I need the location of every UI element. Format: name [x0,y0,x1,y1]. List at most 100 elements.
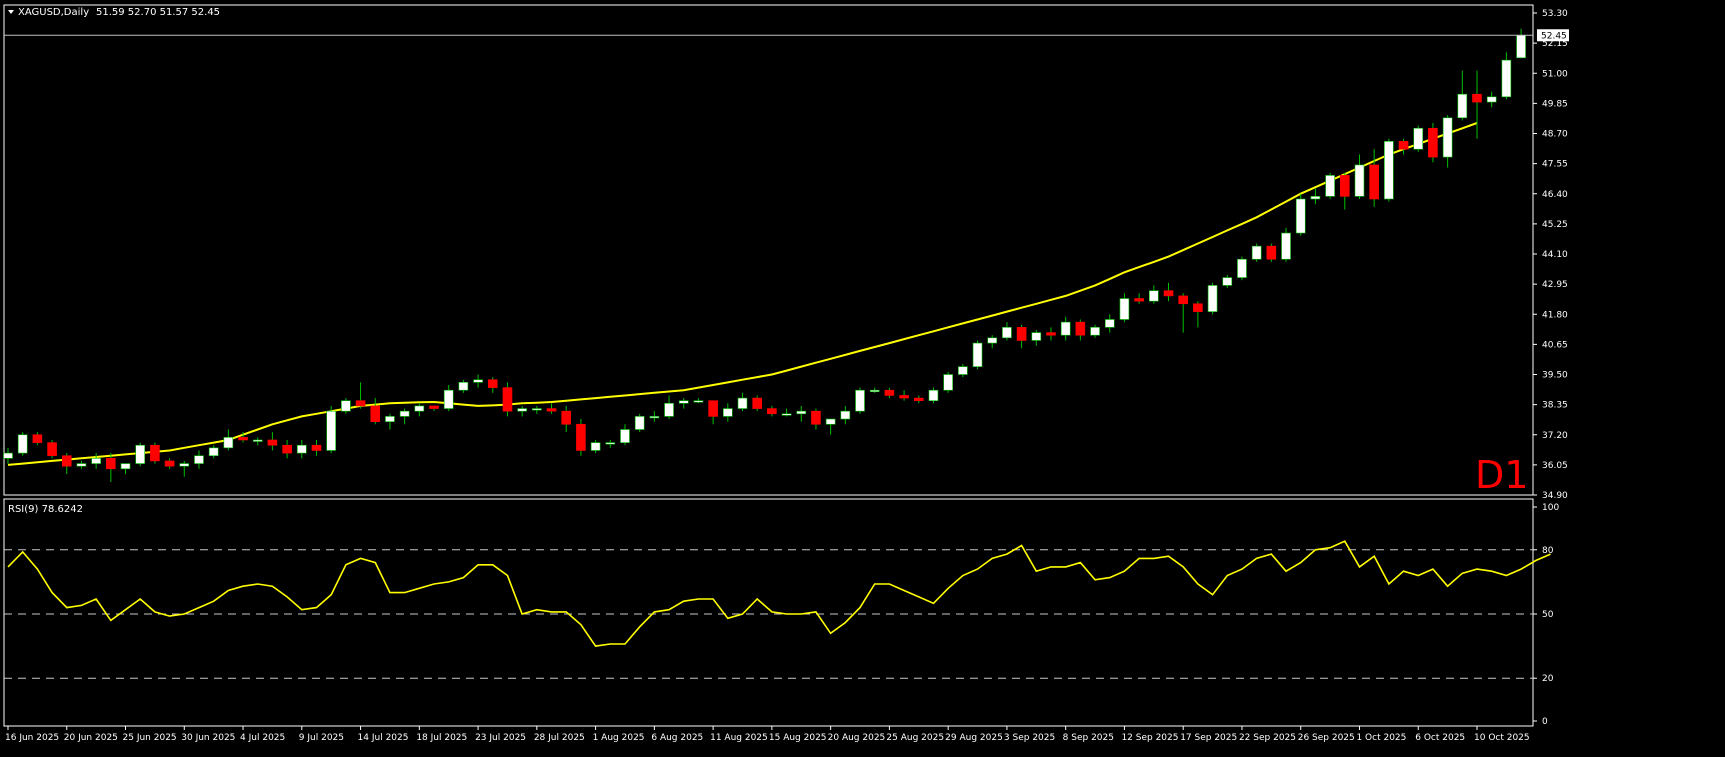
candle-bull [1516,34,1526,59]
time-tick-label: 17 Sep 2025 [1180,733,1237,743]
candle-bull [634,416,645,430]
candle-bull [341,400,351,412]
price-tick-label: 41.80 [1542,310,1568,320]
price-tick-label: 39.50 [1542,371,1568,381]
time-tick-label: 20 Aug 2025 [828,733,886,743]
rsi-series [7,540,1551,647]
candle-bull [928,389,939,401]
candle-bull [517,408,527,412]
candle-bull [179,463,190,467]
candle-bear [546,408,557,412]
price-tick-label: 45.25 [1542,220,1568,230]
symbol-menu-icon[interactable] [8,10,14,14]
candle-bull [473,379,483,383]
candle-bear [561,410,572,425]
candle-bull [737,397,748,409]
candle-bull [1090,327,1100,336]
candle-bull [399,410,410,417]
candle-bear [150,444,160,462]
candle-bull [1060,321,1071,336]
moving-averages [7,122,1478,466]
candle-bull [1104,319,1115,328]
candle-bull [1002,327,1012,339]
time-tick-label: 16 Jun 2025 [5,733,59,743]
symbol-title: XAGUSD,Daily [18,7,89,18]
candle-bull [1442,117,1453,158]
candle-bear [884,389,895,396]
candle-bear [1134,298,1144,302]
price-tick-label: 36.05 [1542,461,1568,471]
candle-bear [355,400,366,407]
candle-bear [1016,327,1027,341]
candle-bull [194,455,204,464]
current-price-label-box [1537,29,1569,42]
candle-bull [958,366,968,375]
rsi-tick-label: 0 [1542,717,1548,727]
candle-bear [899,395,909,399]
candle-bull [781,413,792,416]
ma-fast-line [7,122,1478,466]
candle-bull [1413,127,1424,150]
candle-bear [1193,303,1203,312]
candle-bull [458,382,469,391]
candle-bull [1354,164,1365,197]
price-tick-label: 47.55 [1542,160,1568,170]
candle-bull [664,403,674,417]
candle-bull [620,429,630,443]
candle-bull [76,463,87,467]
price-tick-label: 38.35 [1542,401,1568,411]
candle-bull [1501,59,1512,98]
time-tick-label: 22 Sep 2025 [1239,733,1296,743]
candle-bull [943,374,953,391]
candle-bear [238,437,248,441]
candle-bear [1472,93,1482,103]
symbol-ohlc: 51.59 52.70 51.57 52.45 [96,7,220,18]
time-tick-label: 9 Jul 2025 [299,733,344,743]
current-price-label: 52.45 [1541,31,1567,41]
candle-bull [120,463,131,470]
candle-bear [1339,175,1350,197]
candle-bear [1398,141,1409,150]
candle-bear [370,405,381,422]
time-tick-label: 1 Oct 2025 [1356,733,1406,743]
rsi-levels [4,549,1533,679]
time-tick-label: 8 Sep 2025 [1063,733,1114,743]
candle-bull [1251,245,1262,260]
time-tick-label: 28 Jul 2025 [534,733,585,743]
price-tick-label: 51.00 [1542,69,1568,79]
price-tick-label: 49.85 [1542,99,1568,109]
time-tick-label: 30 Jun 2025 [181,733,235,743]
time-tick-label: 25 Aug 2025 [886,733,944,743]
candle-bull [693,400,704,403]
candle-bull [1222,277,1233,286]
candle-bull [326,410,336,451]
rsi-tick-label: 50 [1542,610,1554,620]
candle-bull [91,458,101,464]
candle-bear [502,387,513,412]
price-tick-label: 53.30 [1542,9,1568,19]
candle-bear [429,405,439,409]
candle-bull [855,389,865,412]
candle-bear [913,397,924,401]
candle-bear [1178,295,1188,305]
candle-bear [811,410,821,425]
candle-bear [47,442,57,457]
candle-bull [135,444,146,464]
candle-bull [1207,285,1218,312]
candle-bull [649,416,660,419]
candle-bull [223,437,234,449]
candle-bull [825,418,836,425]
candle-bear [1266,245,1277,260]
candle-bull [590,442,601,451]
time-tick-label: 14 Jul 2025 [358,733,409,743]
candle-bear [32,434,43,443]
candle-bull [385,416,395,422]
time-tick-label: 11 Aug 2025 [710,733,768,743]
candle-bull [987,337,998,344]
candle-bull [796,410,807,415]
candle-bull [1119,298,1130,320]
price-tick-label: 37.20 [1542,431,1568,441]
candle-bull [1325,175,1335,197]
candle-bull [1457,93,1468,119]
